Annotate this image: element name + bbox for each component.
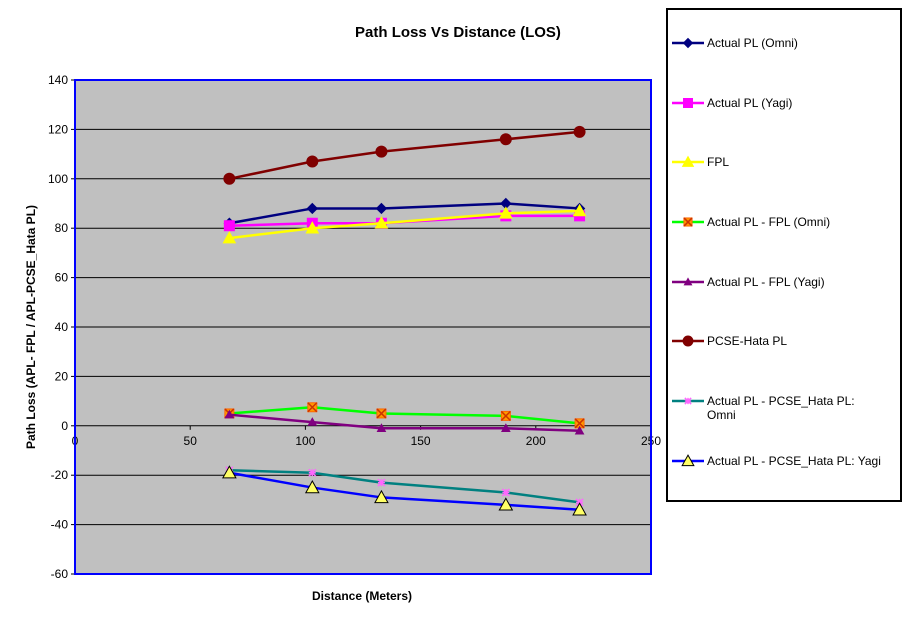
x-axis-label: Distance (Meters): [312, 589, 412, 603]
legend-item: Actual PL - PCSE_Hata PL: Yagi: [672, 454, 894, 468]
data-point: [374, 489, 389, 504]
legend: Actual PL (Omni) Actual PL (Yagi) FPL Actua…: [666, 8, 902, 502]
data-point: [376, 423, 387, 432]
legend-swatch: [672, 454, 704, 467]
legend-label: Actual PL - FPL (Yagi): [707, 275, 825, 289]
data-point: [498, 497, 514, 511]
legend-label: Actual PL (Omni): [707, 36, 798, 50]
data-point: [306, 202, 319, 215]
x-tick-label: 150: [411, 434, 431, 448]
legend-swatch: [672, 217, 704, 227]
y-tick-label: 140: [48, 73, 68, 87]
data-point: [375, 202, 388, 215]
y-tick-label: 120: [48, 122, 68, 136]
legend-swatch: [672, 98, 704, 108]
legend-swatch-marker: [681, 155, 695, 167]
legend-item: FPL: [672, 155, 894, 169]
data-point: [308, 468, 317, 477]
legend-label: Actual PL - PCSE_Hata PL: Omni: [707, 394, 855, 422]
legend-label: Actual PL - PCSE_Hata PL: Yagi: [707, 454, 881, 468]
data-point: [307, 402, 318, 413]
data-point: [501, 488, 510, 497]
series-5: [224, 409, 585, 435]
legend-item: PCSE-Hata PL: [672, 334, 894, 348]
data-point: [377, 478, 386, 487]
plot-border: [74, 79, 652, 575]
y-tick-label: 80: [55, 221, 69, 235]
data-point: [573, 125, 586, 138]
chart-title: Path Loss Vs Distance (LOS): [355, 24, 561, 41]
legend-label: FPL: [707, 155, 730, 169]
legend-swatch-marker: [681, 454, 695, 467]
series-6: [223, 125, 586, 185]
legend-item: Actual PL - PCSE_Hata PL: Omni: [672, 394, 894, 422]
data-point: [498, 206, 513, 219]
legend-swatch-marker: [683, 277, 693, 286]
series-layer: [222, 125, 587, 516]
x-tick-label: 50: [184, 434, 198, 448]
series-8: [222, 465, 587, 516]
y-tick-label: 0: [61, 419, 68, 433]
legend-label: Actual PL - FPL (Omni): [707, 215, 831, 229]
data-point: [222, 465, 237, 479]
data-point: [304, 480, 320, 494]
data-point: [307, 417, 318, 426]
data-point: [499, 133, 512, 146]
x-tick-label: 200: [526, 434, 546, 448]
legend-swatch-marker: [683, 217, 693, 227]
legend-swatch: [672, 397, 704, 405]
data-point: [500, 410, 511, 421]
data-point: [574, 425, 585, 435]
legend-label: PCSE-Hata PL: [707, 334, 788, 348]
y-tick-label: 20: [55, 369, 69, 383]
y-axis-label: Path Loss (APL- FPL / APL-PCSE_Hata PL): [24, 205, 38, 449]
x-tick-label: 100: [295, 434, 315, 448]
data-point: [305, 221, 320, 234]
y-tick-label: -60: [51, 567, 69, 581]
data-point: [376, 408, 387, 419]
y-tick-label: 40: [55, 320, 69, 334]
data-point: [572, 203, 587, 217]
legend-swatch-marker: [684, 397, 692, 405]
legend-item: Actual PL (Omni): [672, 36, 894, 50]
y-tick-label: -20: [51, 468, 69, 482]
data-point: [222, 231, 237, 244]
data-point: [223, 220, 235, 232]
y-tick-label: 100: [48, 172, 68, 186]
legend-swatch: [672, 37, 704, 49]
legend-item: Actual PL - FPL (Omni): [672, 215, 894, 229]
legend-swatch: [672, 155, 704, 167]
data-point: [572, 502, 587, 516]
data-point: [375, 145, 388, 158]
legend-item: Actual PL (Yagi): [672, 96, 894, 110]
legend-swatch-marker: [682, 37, 694, 49]
legend-swatch: [672, 277, 704, 286]
data-point: [500, 423, 511, 432]
legend-swatch: [672, 335, 704, 347]
legend-swatch-marker: [683, 98, 693, 108]
legend-swatch-marker: [682, 335, 694, 347]
data-point: [224, 409, 235, 419]
y-tick-label: 60: [55, 271, 69, 285]
data-point: [306, 155, 319, 168]
data-point: [374, 216, 389, 229]
y-tick-label: -40: [51, 518, 69, 532]
series-3: [222, 203, 587, 244]
legend-item: Actual PL - FPL (Yagi): [672, 275, 894, 289]
legend-label: Actual PL (Yagi): [707, 96, 793, 110]
grid-lines: [75, 128, 651, 526]
data-point: [223, 172, 236, 185]
